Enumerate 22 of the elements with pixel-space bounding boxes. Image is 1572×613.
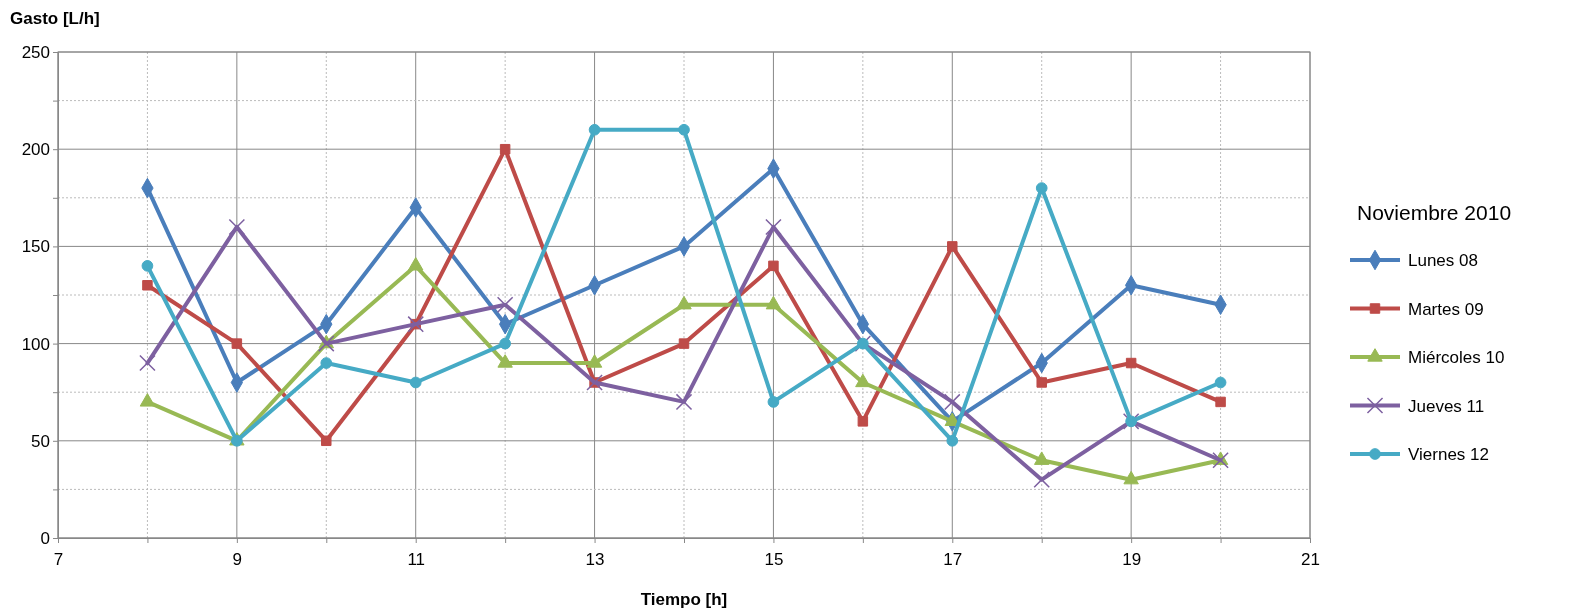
legend-title: Noviembre 2010	[1357, 201, 1512, 224]
x-tick-label: 19	[1122, 549, 1142, 569]
legend-label: Martes 09	[1408, 299, 1484, 319]
x-tick-label: 9	[232, 549, 243, 569]
y-tick-label: 200	[21, 140, 50, 160]
legend-label: Miércoles 10	[1408, 348, 1505, 367]
y-tick-label: 100	[21, 334, 50, 354]
legend-label: Jueves 11	[1408, 396, 1485, 416]
x-tick-label: 17	[943, 549, 963, 569]
x-tick-label: 13	[585, 549, 605, 569]
y-tick-label: 0	[40, 528, 50, 548]
legend-label: Viernes 12	[1408, 445, 1489, 464]
legend-label: Lunes 08	[1408, 251, 1478, 270]
y-tick-label: 150	[21, 237, 50, 257]
y-tick-label: 50	[31, 431, 50, 451]
y-tick-label: 250	[21, 42, 50, 62]
x-tick-label: 15	[764, 549, 784, 569]
y-axis-title: Gasto [L/h]	[10, 9, 100, 28]
x-tick-label: 11	[407, 549, 426, 569]
x-axis-title: Tiempo [h]	[640, 590, 728, 609]
x-tick-label: 21	[1301, 549, 1320, 569]
x-tick-label: 7	[53, 549, 64, 569]
